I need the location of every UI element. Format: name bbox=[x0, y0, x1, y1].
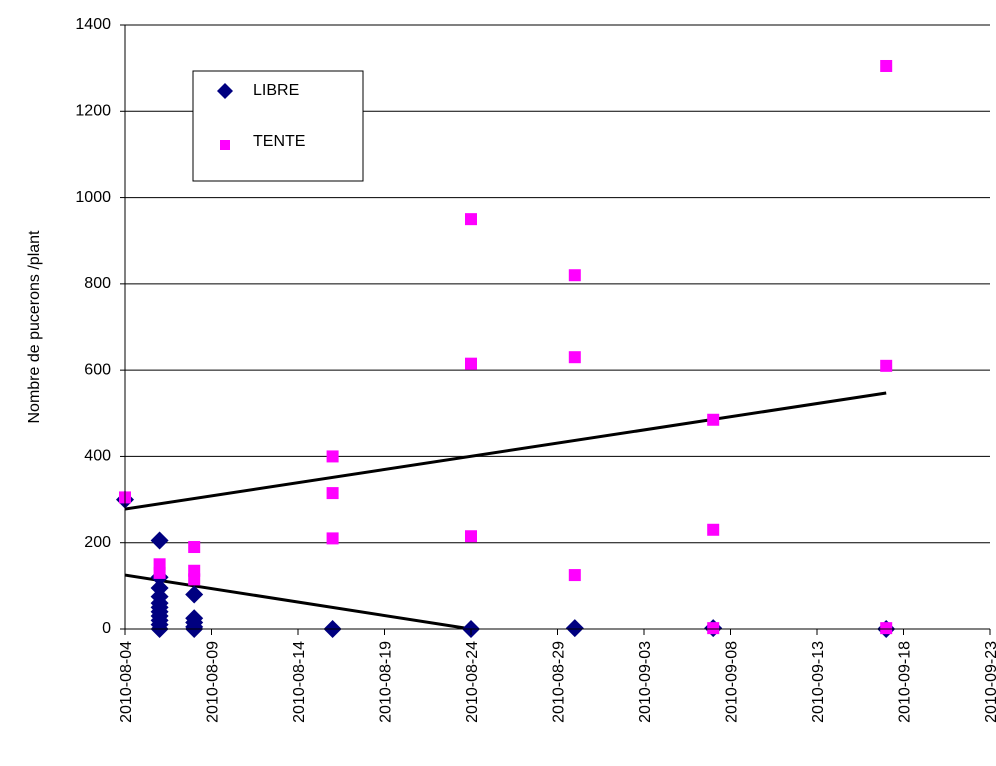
point-tente bbox=[880, 622, 893, 635]
point-tente bbox=[326, 487, 339, 500]
point-tente bbox=[326, 532, 339, 545]
x-tick-label: 2010-09-18 bbox=[897, 641, 914, 723]
x-tick-label: 2010-09-23 bbox=[983, 641, 996, 723]
y-tick-label: 0 bbox=[102, 620, 111, 637]
trendline-libre bbox=[124, 573, 472, 631]
x-tick-label: 2010-08-29 bbox=[551, 641, 568, 723]
x-tick-label: 2010-08-19 bbox=[378, 641, 395, 723]
point-tente bbox=[153, 566, 166, 579]
legend: LIBRE TENTE bbox=[192, 70, 364, 182]
y-tick-label: 800 bbox=[84, 275, 111, 292]
point-tente bbox=[465, 530, 477, 543]
point-tente bbox=[707, 622, 720, 635]
legend-label-libre: LIBRE bbox=[253, 82, 299, 99]
point-tente bbox=[568, 269, 581, 282]
x-tick-label: 2010-08-14 bbox=[291, 641, 308, 723]
point-tente bbox=[568, 351, 581, 364]
trendlines bbox=[124, 391, 887, 631]
data-points bbox=[116, 59, 896, 638]
point-libre bbox=[185, 585, 204, 604]
x-tick-label: 2010-09-08 bbox=[724, 641, 741, 723]
point-tente bbox=[880, 359, 893, 372]
legend-label-tente: TENTE bbox=[253, 133, 305, 150]
series-tente bbox=[119, 59, 893, 635]
y-tick-label: 1000 bbox=[75, 189, 111, 206]
x-tick-label: 2010-08-04 bbox=[118, 641, 135, 723]
x-tick-label: 2010-08-09 bbox=[205, 641, 222, 723]
y-tick-labels: 0 200 400 600 800 1000 1200 1400 bbox=[75, 16, 125, 637]
legend-marker-libre bbox=[217, 83, 233, 99]
y-tick-label: 400 bbox=[84, 448, 111, 465]
x-tick-label: 2010-09-13 bbox=[810, 641, 827, 723]
point-libre bbox=[565, 619, 584, 638]
point-tente bbox=[465, 357, 477, 370]
point-tente bbox=[465, 213, 477, 226]
y-tick-label: 200 bbox=[84, 534, 111, 551]
y-tick-label: 1200 bbox=[75, 103, 111, 120]
point-tente bbox=[188, 573, 201, 586]
legend-box bbox=[192, 70, 364, 182]
x-tick-labels: 2010-08-04 2010-08-09 2010-08-14 2010-08-19… bbox=[118, 629, 996, 723]
point-tente bbox=[707, 413, 720, 426]
point-tente bbox=[326, 450, 339, 463]
y-tick-label: 600 bbox=[84, 361, 111, 378]
point-tente bbox=[188, 541, 201, 554]
y-tick-label: 1400 bbox=[75, 16, 111, 33]
x-tick-label: 2010-08-24 bbox=[464, 641, 481, 723]
legend-marker-tente bbox=[220, 140, 230, 150]
point-tente bbox=[707, 523, 720, 536]
series-libre bbox=[116, 490, 896, 638]
point-tente bbox=[880, 59, 893, 72]
x-tick-label: 2010-09-03 bbox=[637, 641, 654, 723]
y-axis-label: Nombre de pucerons /plant bbox=[26, 230, 43, 424]
point-tente bbox=[568, 569, 581, 582]
point-libre bbox=[150, 531, 169, 550]
trendline-tente bbox=[124, 391, 887, 511]
